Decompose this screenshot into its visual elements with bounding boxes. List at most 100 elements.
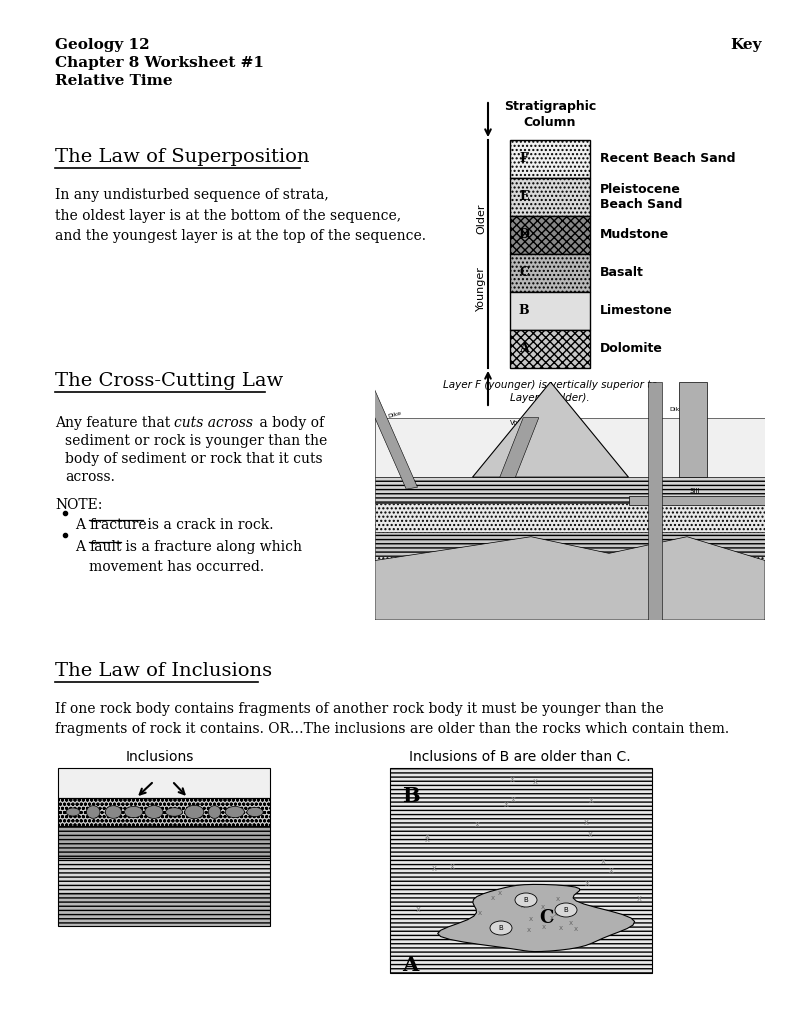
Text: x: x [609, 866, 614, 876]
Text: F: F [520, 153, 528, 166]
Bar [510, 292, 590, 330]
Text: E: E [519, 190, 528, 204]
Text: The Law of Superposition: The Law of Superposition [55, 148, 309, 166]
Text: x: x [475, 820, 479, 829]
Bar [375, 477, 765, 504]
Text: x: x [498, 890, 502, 896]
Text: fracture: fracture [89, 518, 146, 532]
Text: Dike: Dike [505, 450, 518, 455]
Ellipse shape [490, 921, 512, 935]
Text: movement has occurred.: movement has occurred. [89, 560, 264, 574]
Text: B: B [498, 925, 503, 931]
Text: Mudstone: Mudstone [600, 228, 669, 242]
Text: Batholith: Batholith [496, 587, 528, 593]
Text: is a crack in rock.: is a crack in rock. [143, 518, 274, 532]
Text: The Law of Inclusions: The Law of Inclusions [55, 662, 272, 680]
Text: B: B [524, 897, 528, 903]
Text: x: x [585, 879, 589, 888]
Text: x: x [504, 801, 509, 809]
Text: Any feature that: Any feature that [55, 416, 175, 430]
Text: x: x [556, 896, 560, 902]
Text: Volcanic
neck: Volcanic neck [679, 391, 706, 402]
Text: Inclusions of B are older than C.: Inclusions of B are older than C. [409, 750, 630, 764]
Text: NOTE:: NOTE: [55, 498, 102, 512]
Ellipse shape [187, 805, 201, 819]
Text: x: x [637, 894, 642, 902]
Ellipse shape [82, 806, 104, 817]
Text: cuts across: cuts across [174, 416, 253, 430]
Text: x: x [426, 836, 430, 844]
Text: C: C [519, 266, 529, 280]
Text: is a fracture along which: is a fracture along which [121, 540, 302, 554]
Ellipse shape [206, 807, 223, 817]
Text: across.: across. [65, 470, 115, 484]
Text: Pleistocene
Beach Sand: Pleistocene Beach Sand [600, 183, 683, 211]
Bar [58, 768, 270, 798]
Bar [679, 382, 706, 477]
Text: Chapter 8 Worksheet #1: Chapter 8 Worksheet #1 [55, 56, 264, 70]
Text: x: x [601, 857, 606, 866]
Text: x: x [425, 831, 430, 841]
Ellipse shape [248, 805, 262, 819]
Text: x: x [554, 884, 560, 893]
Text: A: A [519, 342, 529, 355]
Text: Volcano: Volcano [509, 420, 537, 426]
Ellipse shape [226, 807, 244, 817]
Bar [648, 382, 661, 620]
Text: a body of: a body of [255, 416, 324, 430]
Text: Sill: Sill [690, 487, 700, 494]
Text: x: x [542, 925, 546, 931]
Text: x: x [449, 862, 455, 871]
Text: x: x [511, 795, 516, 804]
Text: Inclusions: Inclusions [126, 750, 194, 764]
Bar [375, 418, 765, 477]
Polygon shape [472, 382, 629, 477]
Text: A: A [75, 540, 89, 554]
Text: Geology 12: Geology 12 [55, 38, 149, 52]
Bar [375, 585, 765, 620]
Text: x: x [580, 904, 585, 913]
Polygon shape [375, 537, 765, 620]
Text: Dolomite: Dolomite [600, 342, 663, 355]
Bar [58, 826, 270, 858]
Text: Recent Beach Sand: Recent Beach Sand [600, 153, 736, 166]
Text: Layer F (younger) is vertically superior to
Layer E (older).: Layer F (younger) is vertically superior… [443, 380, 657, 403]
Ellipse shape [103, 807, 124, 817]
Text: x: x [554, 911, 558, 918]
Bar [510, 140, 590, 178]
Text: D: D [519, 228, 529, 242]
Bar [58, 858, 270, 893]
Text: x: x [569, 920, 573, 926]
Text: x: x [478, 909, 482, 915]
Text: In any undisturbed sequence of strata,
the oldest layer is at the bottom of the : In any undisturbed sequence of strata, t… [55, 188, 426, 244]
Ellipse shape [165, 806, 183, 817]
Ellipse shape [126, 806, 142, 818]
Text: x: x [584, 818, 589, 827]
Text: x: x [541, 903, 545, 909]
Polygon shape [437, 885, 634, 951]
Ellipse shape [148, 805, 160, 818]
Text: C: C [539, 909, 553, 927]
Text: A: A [75, 518, 89, 532]
Text: If one rock body contains fragments of another rock body it must be younger than: If one rock body contains fragments of a… [55, 702, 729, 735]
Bar [375, 556, 765, 585]
Bar [375, 531, 765, 556]
Text: B: B [402, 786, 419, 806]
Text: B: B [564, 907, 569, 913]
Ellipse shape [555, 903, 577, 918]
Text: x: x [573, 927, 578, 932]
Text: x: x [486, 898, 491, 907]
Bar [510, 330, 590, 368]
Text: sediment or rock is younger than the: sediment or rock is younger than the [65, 434, 327, 449]
Text: Older: Older [476, 204, 486, 234]
Text: body of sediment or rock that it cuts: body of sediment or rock that it cuts [65, 452, 323, 466]
Text: Basalt: Basalt [600, 266, 644, 280]
Text: x: x [529, 915, 533, 922]
Text: Key: Key [730, 38, 762, 52]
Bar [390, 768, 652, 973]
Text: x: x [589, 796, 594, 805]
Text: x: x [558, 904, 562, 910]
Text: x: x [520, 903, 524, 909]
Text: x: x [416, 905, 422, 914]
Bar [510, 178, 590, 216]
